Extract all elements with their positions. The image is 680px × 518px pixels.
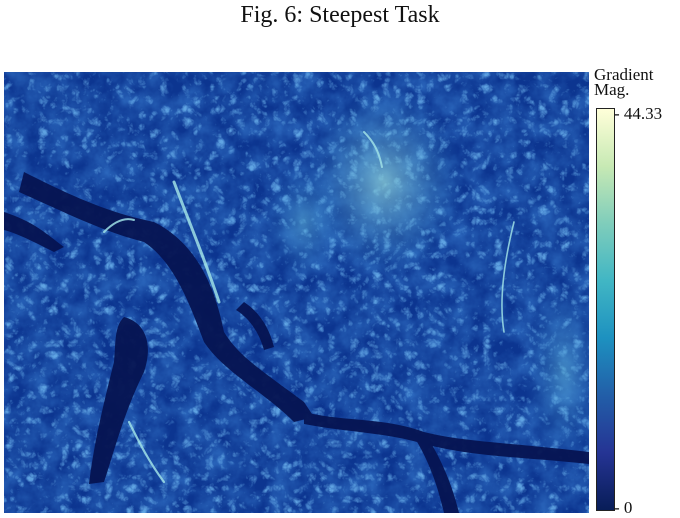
figure-title: Fig. 6: Steepest Task <box>240 2 440 28</box>
colorbar-title-line1: Gradient <box>594 65 654 84</box>
colorbar-min-label: - 0 <box>614 498 633 517</box>
colorbar-title-line2: Mag. <box>594 80 630 99</box>
colorbar <box>596 108 615 511</box>
colorbar-max-label: - 44.33 <box>614 104 663 123</box>
colorbar-title: Gradient Mag. <box>594 65 654 99</box>
gradient-magnitude-map <box>4 72 589 513</box>
